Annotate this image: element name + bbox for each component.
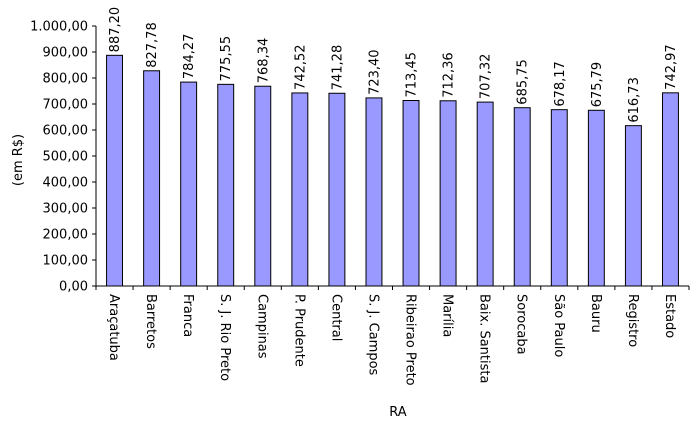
value-label: 723,40 bbox=[367, 49, 382, 95]
y-tick-label: 800,00 bbox=[43, 72, 89, 87]
y-tick-label: 1.000,00 bbox=[30, 20, 88, 35]
value-label: 742,52 bbox=[293, 44, 308, 90]
x-category-label: Campinas bbox=[254, 294, 269, 359]
y-tick-label: 200,00 bbox=[43, 228, 89, 243]
bar-s-j-campos bbox=[365, 97, 383, 287]
bar-barretos bbox=[143, 70, 161, 287]
bar-baix-santista bbox=[476, 101, 494, 287]
value-label: 775,55 bbox=[219, 36, 234, 82]
x-axis-title: RA bbox=[389, 405, 407, 420]
bar-ribeirao-preto bbox=[402, 100, 420, 287]
x-category-label: Central bbox=[328, 294, 343, 341]
x-category-label: Barretos bbox=[143, 294, 158, 349]
x-category-label: Registro bbox=[625, 294, 640, 347]
value-label: 685,75 bbox=[516, 59, 531, 105]
value-label: 742,97 bbox=[664, 44, 679, 90]
bar-bauru bbox=[587, 109, 605, 287]
value-label: 827,78 bbox=[145, 22, 160, 68]
x-axis-category-labels: Araçatuba Barretos Franca S. J. Rio Preto Ca… bbox=[106, 294, 677, 386]
bars bbox=[106, 54, 679, 287]
bar-registro bbox=[624, 125, 642, 287]
x-category-label: Ribeirao Preto bbox=[403, 294, 418, 386]
y-tick-label: 700,00 bbox=[43, 98, 89, 113]
x-category-label: Araçatuba bbox=[106, 294, 121, 361]
value-label: 712,36 bbox=[442, 52, 457, 98]
bar-campinas bbox=[254, 85, 272, 287]
y-tick-label: 100,00 bbox=[43, 254, 89, 269]
value-label: 678,17 bbox=[553, 61, 568, 107]
x-category-label: Marília bbox=[440, 294, 455, 337]
value-label: 768,34 bbox=[256, 38, 271, 84]
bar-estado bbox=[662, 92, 679, 287]
bar-mar-lia bbox=[439, 100, 457, 287]
x-category-label: Franca bbox=[180, 294, 195, 337]
x-category-label: S. J. Rio Preto bbox=[217, 294, 232, 381]
x-category-label: Bauru bbox=[588, 294, 603, 333]
bar-franca bbox=[180, 81, 198, 287]
y-tick-label: 400,00 bbox=[43, 176, 89, 191]
x-category-label: P. Prudente bbox=[291, 294, 306, 367]
value-label: 675,79 bbox=[590, 62, 605, 108]
x-category-label: Sorocaba bbox=[514, 294, 529, 355]
value-label: 784,27 bbox=[182, 34, 197, 80]
y-tick-label: 0,00 bbox=[59, 280, 88, 295]
value-label: 741,28 bbox=[330, 45, 345, 91]
value-label: 887,20 bbox=[108, 7, 123, 53]
x-category-label: Baix. Santista bbox=[477, 294, 492, 383]
bar-sorocaba bbox=[513, 107, 531, 287]
bar-ara-atuba bbox=[106, 54, 123, 287]
y-tick-label: 600,00 bbox=[43, 124, 89, 139]
bar-s-o-paulo bbox=[550, 109, 568, 287]
y-axis-title: (em R$) bbox=[11, 134, 26, 186]
y-tick-label: 300,00 bbox=[43, 202, 89, 217]
x-category-label: S. J. Campos bbox=[365, 294, 380, 376]
y-axis-ticks: 0,00 100,00 200,00 300,00 400,00 500,00 600,00… bbox=[30, 20, 96, 295]
x-category-label: São Paulo bbox=[551, 294, 566, 357]
y-tick-label: 900,00 bbox=[43, 46, 89, 61]
value-label: 707,32 bbox=[479, 54, 494, 100]
value-label: 616,73 bbox=[627, 77, 642, 123]
value-label: 713,45 bbox=[405, 52, 420, 98]
bar-s-j-rio-preto bbox=[217, 83, 235, 287]
bar-central bbox=[328, 92, 346, 287]
y-tick-label: 500,00 bbox=[43, 150, 89, 165]
value-labels: 887,20 827,78 784,27 775,55 768,34 742,52 741,… bbox=[108, 7, 679, 123]
x-category-label: Estado bbox=[662, 294, 677, 338]
bar-p-prudente bbox=[291, 92, 309, 287]
